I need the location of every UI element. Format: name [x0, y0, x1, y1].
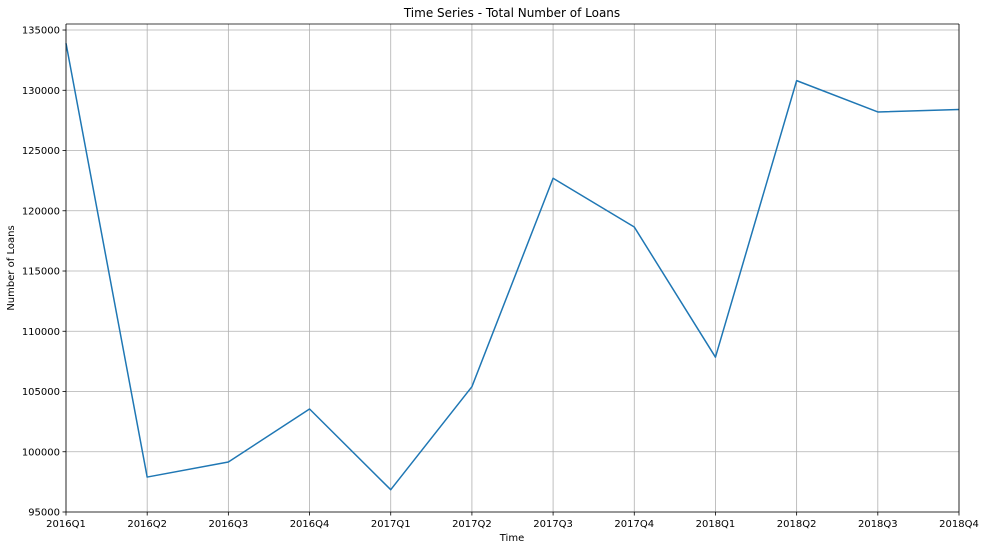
- x-tick-label: 2016Q3: [209, 519, 249, 530]
- x-tick-label: 2018Q1: [696, 519, 736, 530]
- y-tick-label: 130000: [22, 86, 60, 97]
- x-tick-label: 2017Q3: [533, 519, 573, 530]
- x-tick-label: 2018Q2: [777, 519, 817, 530]
- y-tick-label: 120000: [22, 206, 60, 217]
- x-axis-label: Time: [499, 533, 524, 544]
- x-tick-label: 2016Q2: [127, 519, 167, 530]
- y-tick-label: 110000: [22, 327, 60, 338]
- y-tick-label: 105000: [22, 387, 60, 398]
- y-tick-label: 125000: [22, 146, 60, 157]
- series-layer: [65, 43, 960, 491]
- x-tick-label: 2016Q4: [290, 519, 330, 530]
- gridlines: [65, 24, 960, 513]
- series-line: [65, 43, 960, 491]
- y-tick-label: 135000: [22, 26, 60, 37]
- x-tick-label: 2017Q4: [614, 519, 654, 530]
- x-tick-label: 2016Q1: [46, 519, 86, 530]
- y-axis-label: Number of Loans: [6, 225, 17, 310]
- x-tick-labels: 2016Q1 2016Q2 2016Q3 2016Q4 2017Q1 2017Q2 2017…: [46, 519, 979, 530]
- x-tick-label: 2018Q3: [858, 519, 898, 530]
- x-tick-label: 2017Q1: [371, 519, 411, 530]
- x-tick-label: 2017Q2: [452, 519, 492, 530]
- y-tick-label: 100000: [22, 447, 60, 458]
- y-tick-label: 95000: [28, 508, 60, 519]
- axes: [62, 23, 960, 516]
- y-tick-labels: 95000 100000 105000 110000 115000 120000 12500…: [22, 26, 60, 519]
- chart-title: Time Series - Total Number of Loans: [403, 6, 620, 20]
- y-tick-label: 115000: [22, 267, 60, 278]
- x-tick-label: 2018Q4: [939, 519, 979, 530]
